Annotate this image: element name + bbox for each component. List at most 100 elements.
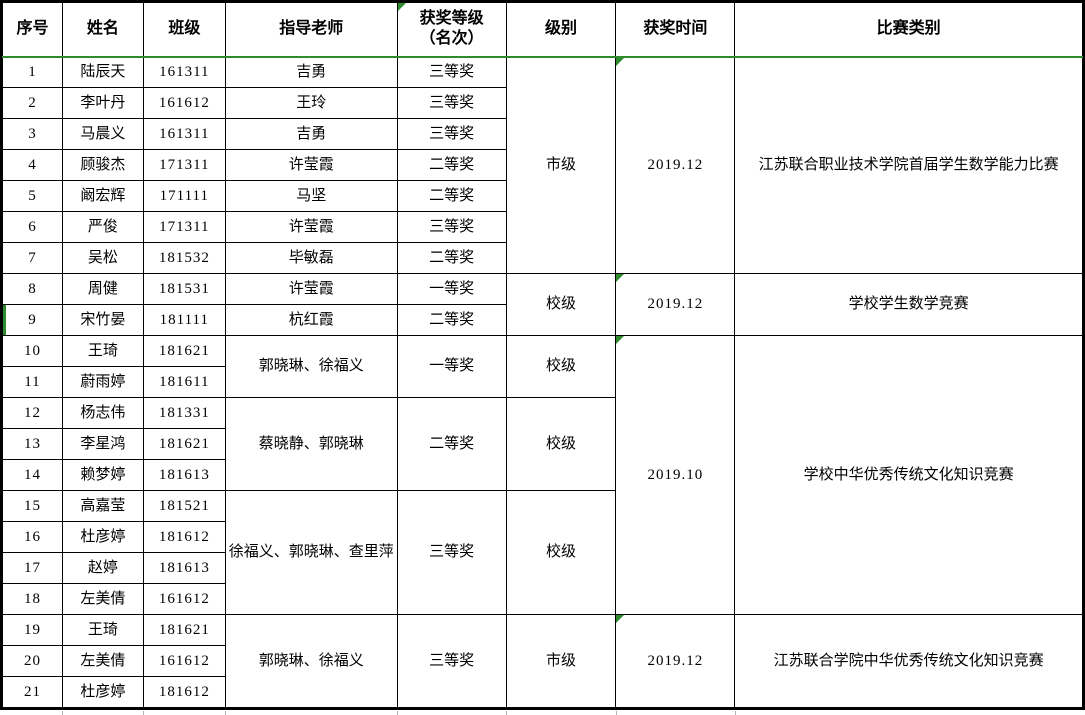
cell-no: 16: [2, 521, 63, 553]
cell-level: 校级: [505, 490, 617, 615]
cell-class: 181612: [142, 521, 226, 553]
cell-award: 三等奖: [396, 211, 507, 243]
table-header-row: 序号 姓名 班级 指导老师 获奖等级 （名次） 级别 获奖时间 比赛类别: [2, 2, 1083, 58]
cell-award: 三等奖: [396, 118, 507, 150]
cell-name: 左美倩: [61, 583, 144, 615]
cell-award: 二等奖: [396, 242, 507, 274]
cell-teacher: 马坚: [224, 180, 398, 212]
cell-no: 1: [2, 56, 63, 88]
cell-teacher: 徐福义、郭晓琳、查里萍: [224, 490, 398, 615]
cell-class: 181111: [142, 304, 226, 336]
cell-name: 杨志伟: [61, 397, 144, 429]
cell-category: 江苏联合职业技术学院首届学生数学能力比赛: [734, 56, 1083, 274]
cell-award: 二等奖: [396, 149, 507, 181]
cell-name: 李星鸿: [61, 428, 144, 460]
cell-teacher: 许莹霞: [224, 273, 398, 305]
cell-name: 赵婷: [61, 552, 144, 584]
cell-category: 学校学生数学竞赛: [734, 273, 1083, 336]
cell-teacher: 毕敏磊: [224, 242, 398, 274]
cell-no: 7: [2, 242, 63, 274]
cell-award: 二等奖: [396, 180, 507, 212]
cell-name: 马晨义: [61, 118, 144, 150]
cell-class: 181521: [142, 490, 226, 522]
header-competition-category: 比赛类别: [734, 2, 1083, 58]
cell-no: 20: [2, 645, 63, 677]
cell-no: 14: [2, 459, 63, 491]
header-award-level: 获奖等级 （名次）: [396, 2, 507, 58]
cell-class: 171111: [142, 180, 226, 212]
cell-award: 一等奖: [396, 335, 507, 398]
cell-level: 校级: [505, 397, 617, 491]
cell-name: 高嘉莹: [61, 490, 144, 522]
cell-no: 13: [2, 428, 63, 460]
cell-no: 2: [2, 87, 63, 119]
gridline-stub: [225, 711, 226, 715]
cell-no: 4: [2, 149, 63, 181]
cell-category: 江苏联合学院中华优秀传统文化知识竞赛: [734, 614, 1083, 708]
cell-name: 杜彦婷: [61, 676, 144, 708]
table-row: 4 顾骏杰 171311 许莹霞 二等奖: [2, 149, 1083, 181]
cell-level: 校级: [505, 335, 617, 398]
cell-name: 李叶丹: [61, 87, 144, 119]
cell-no: 19: [2, 614, 63, 646]
cell-name: 蔚雨婷: [61, 366, 144, 398]
cell-name: 阚宏辉: [61, 180, 144, 212]
cell-teacher: 吉勇: [224, 118, 398, 150]
cell-class: 181532: [142, 242, 226, 274]
cell-name: 王琦: [61, 614, 144, 646]
cell-name: 吴松: [61, 242, 144, 274]
table-row: 1 陆辰天 161311 吉勇 三等奖 市级 2019.12 江苏联合职业技术学院首届学生数学…: [2, 56, 1083, 274]
cell-time: 2019.12: [615, 614, 736, 708]
cell-time: 2019.12: [615, 273, 736, 336]
cell-name: 王琦: [61, 335, 144, 367]
cell-class: 181612: [142, 676, 226, 708]
cell-no: 15: [2, 490, 63, 522]
cell-award: 三等奖: [396, 614, 507, 708]
cell-award: 一等奖: [396, 273, 507, 305]
table-row: 3 马晨义 161311 吉勇 三等奖: [2, 118, 1083, 150]
cell-level: 市级: [505, 614, 617, 708]
gridline-stub: [143, 711, 144, 715]
cell-teacher: 郭晓琳、徐福义: [224, 614, 398, 708]
cell-class: 161612: [142, 87, 226, 119]
cell-class: 161311: [142, 56, 226, 88]
cell-award: 二等奖: [396, 397, 507, 491]
gridline-stub: [506, 711, 507, 715]
cell-class: 161612: [142, 583, 226, 615]
table-row: 14 赖梦婷 181613: [2, 459, 1083, 491]
header-award-time: 获奖时间: [615, 2, 736, 58]
cell-no: 6: [2, 211, 63, 243]
cell-class: 171311: [142, 211, 226, 243]
cell-no: 5: [2, 180, 63, 212]
table-row: 16 杜彦婷 181612: [2, 521, 1083, 553]
cell-teacher: 许莹霞: [224, 149, 398, 181]
cell-name: 杜彦婷: [61, 521, 144, 553]
cell-time: 2019.12: [615, 56, 736, 274]
cell-no: 12: [2, 397, 63, 429]
header-teacher: 指导老师: [224, 2, 398, 58]
cell-award: 三等奖: [396, 56, 507, 88]
header-level: 级别: [505, 2, 617, 58]
cell-class: 181621: [142, 335, 226, 367]
cell-name: 宋竹晏: [61, 304, 144, 336]
cell-name: 陆辰天: [61, 56, 144, 88]
cell-teacher: 杭红霞: [224, 304, 398, 336]
cell-class: 181621: [142, 614, 226, 646]
header-name: 姓名: [61, 2, 144, 58]
cell-class: 181613: [142, 552, 226, 584]
table-row: 6 严俊 171311 许莹霞 三等奖: [2, 211, 1083, 243]
cell-teacher: 吉勇: [224, 56, 398, 88]
cell-no: 9: [2, 304, 63, 336]
cell-no: 3: [2, 118, 63, 150]
cell-level: 校级: [505, 273, 617, 336]
table-row: 17 赵婷 181613: [2, 552, 1083, 584]
cell-class: 181611: [142, 366, 226, 398]
cell-teacher: 王玲: [224, 87, 398, 119]
cell-name: 严俊: [61, 211, 144, 243]
gridline-stub: [397, 711, 398, 715]
cell-no: 8: [2, 273, 63, 305]
cell-class: 161612: [142, 645, 226, 677]
gridline-stub: [735, 711, 736, 715]
